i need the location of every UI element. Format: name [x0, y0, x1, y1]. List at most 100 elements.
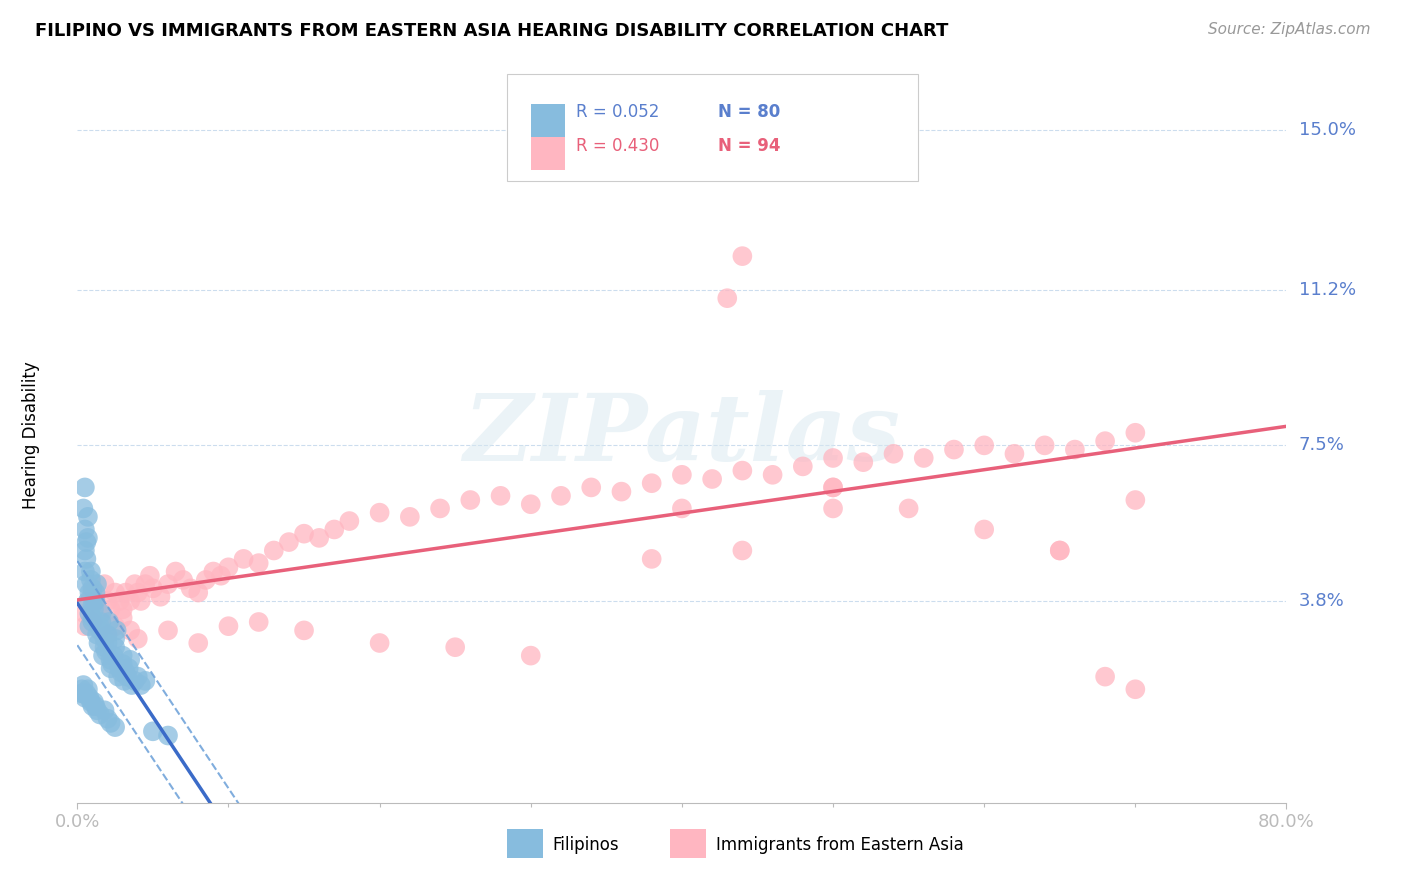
Point [762, 467, 785, 482]
Point [77, 682, 100, 697]
Point [75, 552, 97, 566]
Point [142, 582, 165, 596]
Point [73, 543, 96, 558]
Point [77, 509, 100, 524]
Point [84, 594, 107, 608]
Point [90, 607, 112, 621]
Point [172, 573, 194, 587]
Point [973, 523, 995, 537]
Point [77, 531, 100, 545]
Point [93, 632, 115, 646]
Point [83, 602, 105, 616]
Point [111, 648, 134, 663]
Point [70, 682, 93, 697]
Point [82, 585, 104, 599]
Point [96, 712, 118, 726]
Point [89, 607, 111, 621]
Text: 7.5%: 7.5% [1299, 436, 1344, 454]
Point [96, 627, 118, 641]
Text: Immigrants from Eastern Asia: Immigrants from Eastern Asia [716, 836, 963, 854]
Point [108, 661, 131, 675]
Point [520, 648, 543, 663]
Point [912, 450, 935, 465]
Point [83, 695, 105, 709]
Point [96, 594, 118, 608]
Point [111, 657, 134, 671]
Point [82, 615, 104, 629]
Point [79, 594, 101, 608]
Point [96, 636, 118, 650]
Point [93, 703, 115, 717]
Point [368, 506, 391, 520]
Point [124, 577, 146, 591]
Point [157, 729, 180, 743]
Text: ZIPatlas: ZIPatlas [464, 390, 900, 480]
Point [278, 535, 301, 549]
Point [821, 450, 844, 465]
Point [120, 594, 142, 608]
Point [104, 640, 127, 655]
Point [1123, 425, 1146, 440]
Point [103, 648, 125, 663]
Point [292, 624, 315, 638]
Point [91, 648, 114, 663]
Point [641, 552, 664, 566]
Point [149, 590, 172, 604]
Text: R = 0.052: R = 0.052 [575, 103, 659, 121]
Point [89, 707, 111, 722]
Point [897, 501, 920, 516]
Point [671, 501, 693, 516]
Point [73, 480, 96, 494]
Point [73, 607, 96, 621]
Point [75, 686, 97, 700]
Text: 3.8%: 3.8% [1299, 592, 1344, 610]
Point [89, 619, 111, 633]
Point [610, 484, 633, 499]
Point [821, 480, 844, 494]
Point [187, 585, 209, 599]
Text: FILIPINO VS IMMIGRANTS FROM EASTERN ASIA HEARING DISABILITY CORRELATION CHART: FILIPINO VS IMMIGRANTS FROM EASTERN ASIA… [35, 22, 949, 40]
Point [716, 291, 738, 305]
Point [157, 624, 180, 638]
Point [94, 644, 117, 658]
Point [368, 636, 391, 650]
Point [120, 653, 142, 667]
Point [134, 673, 156, 688]
Point [124, 673, 146, 688]
Point [111, 611, 134, 625]
Point [93, 640, 115, 655]
Point [87, 636, 110, 650]
Point [1123, 493, 1146, 508]
Point [83, 594, 105, 608]
Point [86, 703, 108, 717]
Point [79, 585, 101, 599]
Point [323, 523, 346, 537]
Point [82, 699, 104, 714]
Point [100, 653, 122, 667]
Point [84, 594, 107, 608]
Point [337, 514, 360, 528]
Point [82, 582, 104, 596]
Point [118, 661, 141, 675]
Bar [506, 829, 543, 858]
Point [202, 565, 225, 579]
Point [80, 565, 103, 579]
Point [1094, 434, 1116, 449]
Point [142, 724, 165, 739]
Point [104, 720, 127, 734]
Point [98, 615, 121, 629]
Point [308, 531, 330, 545]
Point [399, 509, 422, 524]
Point [129, 678, 152, 692]
Point [129, 594, 152, 608]
Text: 15.0%: 15.0% [1299, 121, 1355, 139]
Text: Filipinos: Filipinos [553, 836, 619, 854]
Point [218, 619, 240, 633]
Point [731, 165, 754, 179]
Point [89, 624, 111, 638]
Bar [531, 103, 565, 136]
Point [127, 670, 149, 684]
Point [93, 577, 115, 591]
Point [79, 619, 101, 633]
Text: N = 94: N = 94 [718, 136, 780, 155]
